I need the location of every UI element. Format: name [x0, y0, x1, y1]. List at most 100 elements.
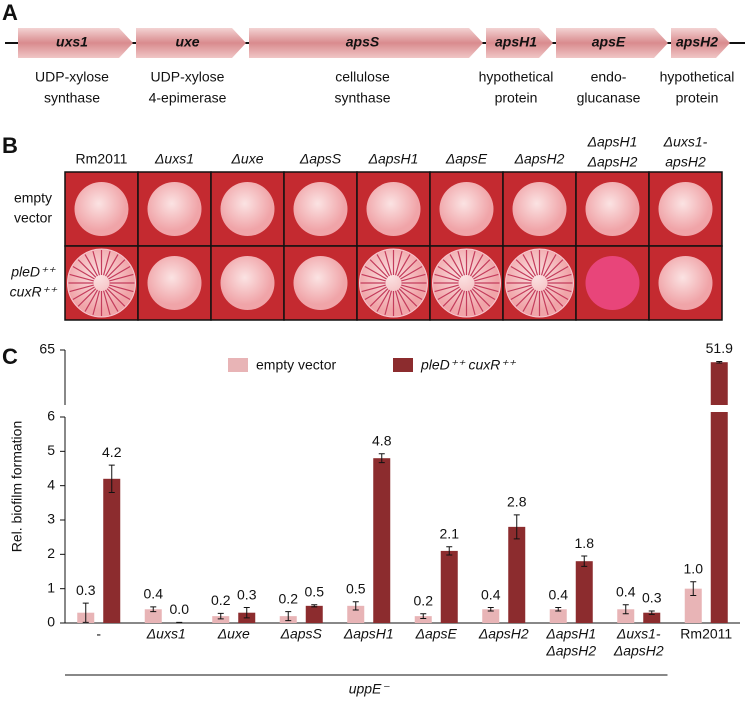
colony-wrinkle — [369, 288, 389, 307]
value-label: 0.5 — [305, 584, 325, 600]
colony-wrinkle — [396, 289, 411, 312]
gene-name: apsH2 — [676, 34, 718, 50]
error-bar — [555, 607, 562, 612]
row-label: pleD⁺⁺ — [10, 264, 56, 280]
colony-wrinkle — [546, 286, 569, 301]
colony-wrinkle — [515, 288, 535, 307]
colony-wrinkle — [471, 288, 491, 307]
colony-wrinkle — [442, 288, 462, 307]
value-label: 2.1 — [440, 525, 460, 541]
error-bar — [690, 581, 697, 597]
value-label: 0.4 — [144, 586, 164, 602]
colony-wrinkle — [547, 284, 572, 293]
bar — [305, 605, 323, 623]
y-tick-label: 4 — [47, 476, 55, 492]
x-tick-label: - — [96, 626, 101, 642]
row-label: cuxR⁺⁺ — [10, 284, 58, 300]
colony — [512, 182, 567, 236]
column-header: apsH2 — [665, 154, 706, 170]
colony-wrinkle — [507, 284, 532, 293]
bar — [347, 605, 365, 623]
colony-wrinkle — [473, 286, 496, 301]
bar — [643, 612, 661, 623]
column-header: ΔapsH1 — [587, 134, 638, 150]
gene-name: uxs1 — [56, 34, 88, 50]
bar — [508, 526, 526, 623]
column-header: ΔapsH2 — [514, 151, 565, 167]
error-bar — [243, 607, 250, 619]
colony-wrinkle — [474, 273, 499, 282]
bar — [212, 616, 230, 623]
x-tick-label: ΔapsH2 — [613, 643, 664, 659]
colony — [658, 256, 713, 310]
column-header: ΔapsS — [299, 151, 342, 167]
error-bar — [311, 604, 318, 608]
colony-wrinkle — [384, 290, 393, 316]
colony-wrinkle — [72, 265, 95, 280]
gene-description: protein — [495, 90, 538, 106]
colony-wrinkle — [361, 273, 386, 282]
colony-wrinkle — [109, 284, 134, 293]
y-axis-label: Rel. biofilm formation — [9, 421, 25, 553]
colony-wrinkle — [434, 273, 459, 282]
colony-wrinkle — [394, 290, 403, 316]
legend-label: empty vector — [256, 357, 336, 373]
colony-wrinkle — [515, 259, 535, 278]
colony — [439, 182, 494, 236]
colony-wrinkle — [542, 289, 557, 312]
x-tick-label: ΔapsE — [415, 626, 458, 642]
x-tick-label: ΔapsH2 — [478, 626, 529, 642]
error-bar — [420, 613, 427, 620]
gene-description: hypothetical — [660, 69, 735, 85]
error-bar — [487, 607, 494, 612]
value-label: 0.4 — [616, 584, 636, 600]
colony — [293, 256, 348, 310]
error-bar — [285, 611, 292, 622]
legend-swatch — [393, 358, 413, 372]
row-label: empty — [14, 190, 52, 206]
colony — [74, 182, 129, 236]
colony-wrinkle — [104, 254, 119, 277]
colony-wrinkle — [106, 259, 126, 278]
value-label: 0.3 — [237, 586, 257, 602]
colony-wrinkle — [364, 286, 387, 301]
colony-wrinkle — [469, 254, 484, 277]
colony-wrinkle — [449, 289, 464, 312]
error-bar — [108, 464, 115, 494]
bar — [144, 609, 162, 623]
column-header: Δuxs1 — [154, 151, 194, 167]
value-label: 0.0 — [170, 601, 190, 617]
colony-wrinkle — [449, 254, 464, 277]
gene-arrow — [671, 28, 730, 58]
gene-arrow — [18, 28, 133, 58]
y-tick-label: 0 — [47, 614, 55, 630]
gene-name: uxe — [175, 34, 199, 50]
colony — [220, 182, 275, 236]
error-bar — [352, 601, 359, 611]
value-label: 4.2 — [102, 444, 122, 460]
colony — [366, 182, 421, 236]
colony-wrinkle — [77, 288, 97, 307]
column-header: Rm2011 — [76, 151, 128, 167]
gene-name: apsS — [346, 34, 380, 50]
colony-wrinkle — [546, 265, 569, 280]
bar — [710, 362, 728, 623]
colony-wrinkle — [510, 265, 533, 280]
colony-wrinkle — [400, 286, 423, 301]
value-label: 2.8 — [507, 494, 527, 510]
bar — [440, 550, 458, 623]
colony-wrinkle — [364, 265, 387, 280]
y-tick-label: 65 — [39, 341, 55, 357]
colony-wrinkle — [376, 289, 391, 312]
x-tick-label: Rm2011 — [680, 626, 732, 642]
colony-wrinkle — [396, 254, 411, 277]
value-label: 0.2 — [279, 590, 299, 606]
error-bar — [446, 546, 453, 556]
colony-wrinkle — [471, 259, 491, 278]
value-label: 0.3 — [76, 582, 96, 598]
value-label: 1.0 — [684, 561, 704, 577]
colony — [658, 182, 713, 236]
gene-description: UDP-xylose — [35, 69, 109, 85]
axis-break — [57, 406, 73, 411]
colony-wrinkle — [474, 284, 499, 293]
